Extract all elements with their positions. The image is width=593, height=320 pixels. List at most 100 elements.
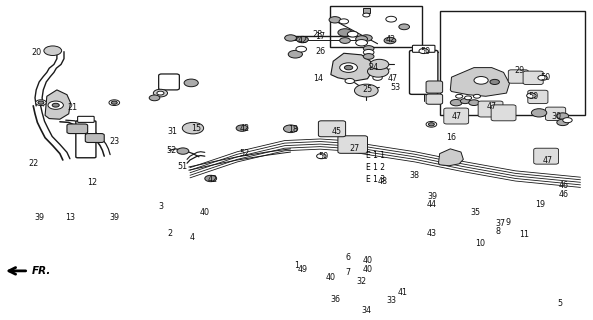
Text: 47: 47 <box>387 74 397 83</box>
Text: 47: 47 <box>487 102 497 111</box>
Text: 35: 35 <box>471 208 481 217</box>
Text: 25: 25 <box>362 85 372 94</box>
Text: 31: 31 <box>167 127 177 136</box>
Polygon shape <box>331 53 372 81</box>
Circle shape <box>149 95 160 101</box>
FancyBboxPatch shape <box>159 74 179 90</box>
Circle shape <box>364 46 374 51</box>
Text: 17: 17 <box>315 32 325 41</box>
Circle shape <box>386 16 397 22</box>
FancyBboxPatch shape <box>85 133 104 142</box>
Circle shape <box>317 154 326 159</box>
Text: 40: 40 <box>326 273 336 282</box>
Text: 39: 39 <box>34 213 44 222</box>
Text: 19: 19 <box>535 200 546 209</box>
Text: 11: 11 <box>519 230 529 239</box>
Text: 41: 41 <box>398 288 408 297</box>
Text: E 1 3: E 1 3 <box>366 175 385 184</box>
Circle shape <box>399 24 410 30</box>
FancyBboxPatch shape <box>413 45 435 52</box>
Text: 21: 21 <box>68 103 78 112</box>
Text: 36: 36 <box>330 295 340 304</box>
Circle shape <box>474 76 488 84</box>
Text: 33: 33 <box>386 296 396 305</box>
Text: 40: 40 <box>362 265 372 275</box>
Circle shape <box>460 99 470 104</box>
Text: 20: 20 <box>31 48 42 57</box>
FancyBboxPatch shape <box>78 116 94 123</box>
Bar <box>439 11 585 115</box>
Circle shape <box>236 125 248 131</box>
Text: 16: 16 <box>447 133 457 142</box>
FancyBboxPatch shape <box>528 90 548 104</box>
Circle shape <box>361 35 372 41</box>
Circle shape <box>329 17 341 23</box>
Text: 48: 48 <box>377 177 387 186</box>
Text: 8: 8 <box>495 227 500 236</box>
Text: 50: 50 <box>540 73 550 82</box>
Circle shape <box>340 63 358 72</box>
Circle shape <box>288 50 302 58</box>
Text: 24: 24 <box>368 63 378 72</box>
Text: 42: 42 <box>208 175 218 184</box>
Text: 40: 40 <box>200 208 210 217</box>
Text: 12: 12 <box>87 178 97 187</box>
Circle shape <box>468 100 479 106</box>
FancyBboxPatch shape <box>426 94 442 104</box>
Text: 42: 42 <box>240 124 250 133</box>
Text: 29: 29 <box>514 66 525 75</box>
Circle shape <box>384 37 396 44</box>
Circle shape <box>557 113 569 119</box>
Circle shape <box>340 38 350 44</box>
Circle shape <box>177 148 189 154</box>
Circle shape <box>347 31 358 37</box>
Circle shape <box>52 103 59 107</box>
Circle shape <box>157 91 164 95</box>
Text: 26: 26 <box>315 47 325 56</box>
Circle shape <box>345 78 355 84</box>
Circle shape <box>370 59 389 69</box>
FancyBboxPatch shape <box>76 121 96 158</box>
Text: 42: 42 <box>386 35 396 44</box>
Circle shape <box>154 89 168 97</box>
Text: 30: 30 <box>552 113 562 122</box>
Text: 9: 9 <box>506 218 511 227</box>
Circle shape <box>455 94 463 98</box>
Text: 28: 28 <box>312 30 322 39</box>
FancyBboxPatch shape <box>67 124 88 133</box>
Text: 46: 46 <box>559 190 569 199</box>
Text: 50: 50 <box>318 152 328 161</box>
Text: 2: 2 <box>167 229 173 238</box>
FancyBboxPatch shape <box>478 101 503 117</box>
Text: 51: 51 <box>178 162 188 171</box>
FancyBboxPatch shape <box>546 107 566 121</box>
Text: 5: 5 <box>557 299 562 308</box>
Text: 7: 7 <box>345 268 350 277</box>
Circle shape <box>473 94 480 98</box>
Circle shape <box>109 100 120 106</box>
Circle shape <box>428 123 434 126</box>
Text: 46: 46 <box>559 181 569 190</box>
Circle shape <box>490 79 499 84</box>
Text: 27: 27 <box>349 144 359 153</box>
Polygon shape <box>45 90 71 119</box>
FancyBboxPatch shape <box>426 81 442 93</box>
Text: 13: 13 <box>65 213 75 222</box>
Text: E 1 2: E 1 2 <box>366 163 385 172</box>
Text: 23: 23 <box>109 137 119 146</box>
Circle shape <box>356 36 368 42</box>
Circle shape <box>182 123 203 134</box>
Text: 15: 15 <box>191 124 201 133</box>
Text: 22: 22 <box>28 159 39 168</box>
Text: 14: 14 <box>313 74 323 83</box>
Circle shape <box>527 93 536 98</box>
Circle shape <box>563 118 572 123</box>
FancyBboxPatch shape <box>338 136 368 153</box>
FancyBboxPatch shape <box>508 70 528 83</box>
Text: 52: 52 <box>166 146 176 155</box>
Circle shape <box>363 13 370 17</box>
Circle shape <box>464 96 471 100</box>
Circle shape <box>296 46 307 52</box>
Text: FR.: FR. <box>31 266 51 276</box>
Text: 38: 38 <box>410 171 420 180</box>
